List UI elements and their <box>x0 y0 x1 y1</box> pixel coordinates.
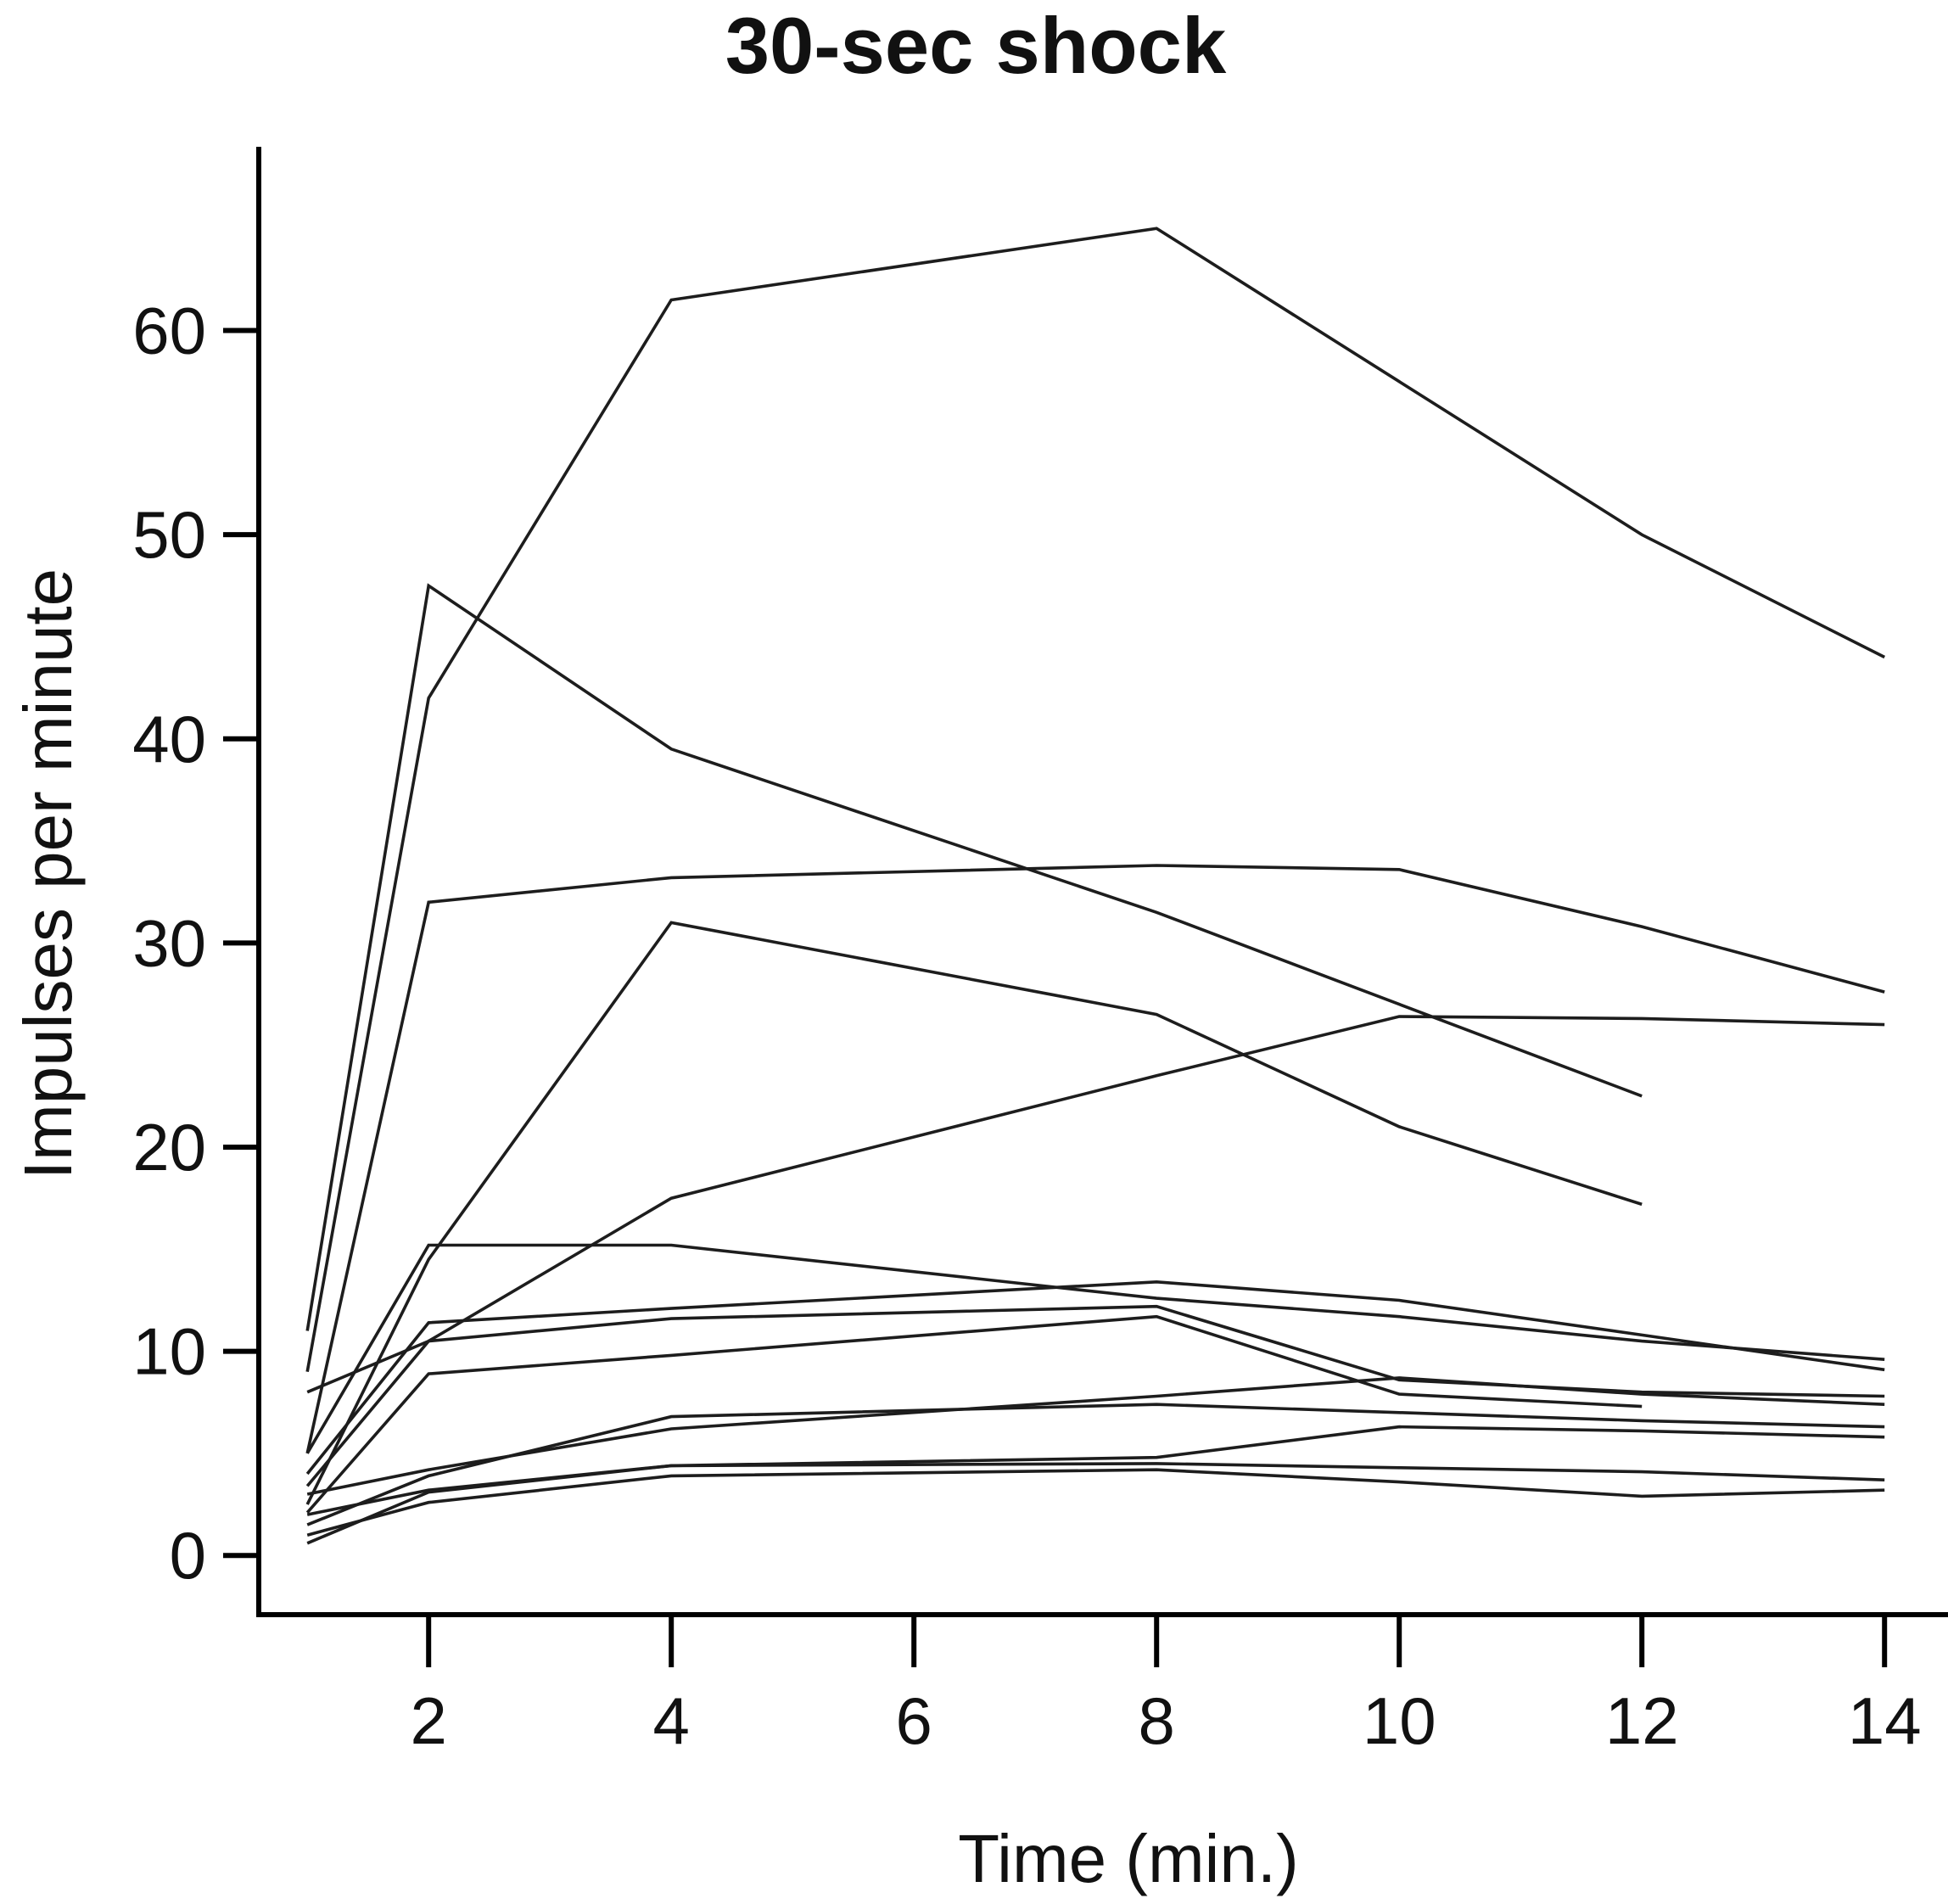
series-line-subject-02 <box>305 583 1643 1331</box>
x-axis-label: Time (min.) <box>958 1821 1298 1896</box>
series-line-subject-07 <box>305 1280 1885 1476</box>
y-tick-label: 30 <box>132 905 206 980</box>
series-line-subject-06 <box>305 1243 1885 1454</box>
y-axis-ticks: 0 10 20 30 40 50 60 <box>132 294 259 1593</box>
x-tick-label: 2 <box>411 1683 447 1758</box>
series-line-subject-12 <box>306 1425 1885 1516</box>
x-tick-label: 12 <box>1605 1683 1679 1758</box>
series-line-subject-08 <box>305 1304 1885 1487</box>
axes <box>256 147 1948 1617</box>
series-line-subject-03 <box>305 864 1885 1454</box>
series-line-subject-04 <box>305 921 1643 1505</box>
y-tick-label: 60 <box>132 294 206 368</box>
series-line-subject-10 <box>306 1376 1885 1496</box>
x-axis-ticks: 2 4 6 8 10 12 14 <box>411 1615 1922 1758</box>
series-line-subject-13 <box>306 1462 1885 1545</box>
x-tick-label: 4 <box>653 1683 690 1758</box>
y-tick-label: 50 <box>132 497 206 572</box>
y-tick-label: 40 <box>132 702 206 776</box>
x-tick-label: 10 <box>1363 1683 1436 1758</box>
series-line-subject-11 <box>306 1403 1885 1526</box>
series-lines <box>305 227 1886 1545</box>
y-tick-label: 20 <box>132 1110 206 1184</box>
chart-title: 30-sec shock <box>725 1 1227 90</box>
y-axis-label: Impulses per minute <box>10 568 86 1179</box>
series-line-subject-01 <box>305 227 1886 1373</box>
x-tick-label: 8 <box>1139 1683 1175 1758</box>
x-tick-label: 6 <box>896 1683 932 1758</box>
y-tick-label: 10 <box>132 1314 206 1389</box>
y-tick-label: 0 <box>170 1518 206 1593</box>
series-line-subject-09 <box>305 1314 1643 1514</box>
series-line-subject-14 <box>306 1468 1885 1537</box>
x-tick-label: 14 <box>1848 1683 1922 1758</box>
